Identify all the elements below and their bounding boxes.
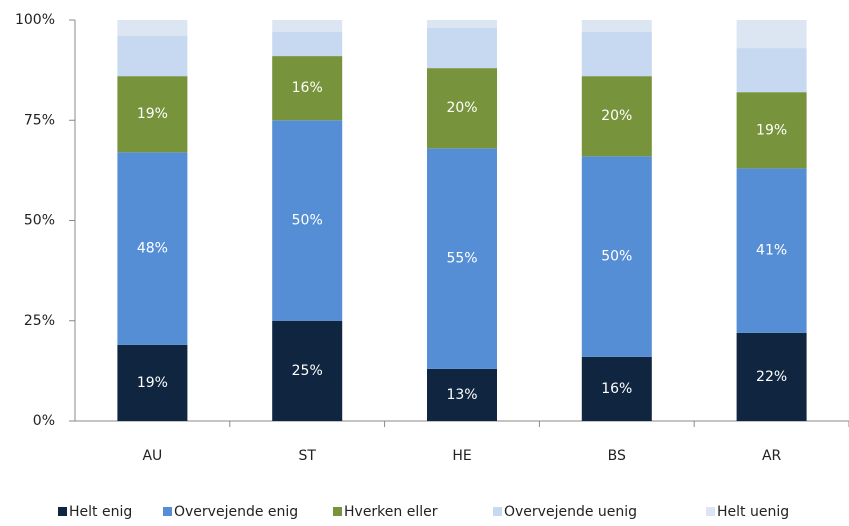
legend-swatch [58, 507, 67, 516]
x-tick-label: ST [298, 448, 316, 464]
bar-segment [272, 32, 343, 57]
bar-segment [272, 20, 343, 33]
bar-segment [272, 120, 343, 321]
bar-segment [581, 20, 652, 33]
bar-segment [117, 36, 188, 77]
y-tick-label: 50% [24, 213, 55, 229]
bar-segment [736, 92, 807, 169]
y-tick-label: 75% [24, 112, 55, 128]
value-label: 19% [137, 375, 168, 391]
y-tick-label: 0% [33, 413, 55, 429]
bar-segment [272, 56, 343, 121]
value-label: 25% [292, 363, 323, 379]
legend-label: Helt uenig [717, 504, 789, 520]
bar-segment [117, 152, 188, 345]
x-tick-label: HE [452, 448, 471, 464]
value-label: 16% [601, 381, 632, 397]
value-label: 41% [756, 243, 787, 259]
bar-segment [427, 20, 497, 29]
legend-swatch [706, 507, 715, 516]
legend-swatch [163, 507, 172, 516]
legend-swatch [493, 507, 502, 516]
value-label: 20% [446, 100, 477, 116]
value-label: 13% [446, 387, 477, 403]
legend-label: Helt enig [69, 504, 132, 520]
bar-segment [581, 76, 652, 157]
bar-segment [581, 32, 652, 77]
bar-segment [427, 148, 497, 369]
bar-segment [117, 344, 188, 421]
value-label: 19% [756, 122, 787, 138]
x-tick-label: AR [762, 448, 782, 464]
bar-segment [427, 68, 497, 149]
y-tick-label: 100% [15, 12, 55, 28]
value-label: 20% [601, 108, 632, 124]
y-tick-label: 25% [24, 313, 55, 329]
bar-segment [736, 48, 807, 93]
bar-segment [736, 20, 807, 49]
value-label: 50% [292, 213, 323, 229]
value-label: 48% [137, 241, 168, 257]
value-label: 16% [292, 80, 323, 96]
legend-label: Overvejende enig [174, 504, 298, 520]
bar-segment [581, 356, 652, 421]
bar-segment [272, 320, 343, 421]
x-tick-label: AU [142, 448, 162, 464]
value-label: 22% [756, 369, 787, 385]
bar-segment [427, 368, 497, 421]
legend-swatch [333, 507, 342, 516]
x-tick-label: BS [608, 448, 626, 464]
value-label: 55% [446, 251, 477, 267]
legend-label: Hverken eller [344, 504, 438, 520]
bar-segment [117, 20, 188, 37]
bar-segment [117, 76, 188, 153]
value-label: 50% [601, 249, 632, 265]
bar-segment [581, 156, 652, 357]
value-label: 19% [137, 106, 168, 122]
bar-segment [427, 28, 497, 69]
legend-label: Overvejende uenig [504, 504, 637, 520]
bar-segment [736, 332, 807, 421]
bar-segment [736, 168, 807, 333]
